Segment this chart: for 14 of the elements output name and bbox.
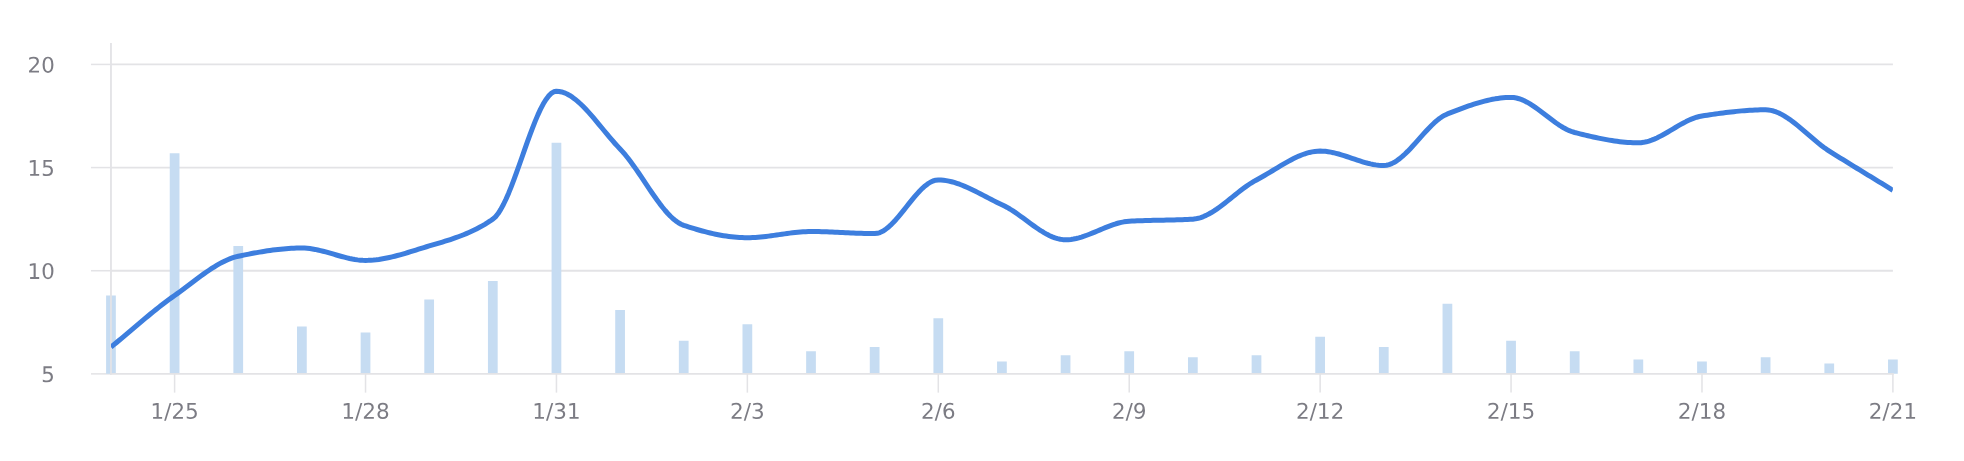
x-tick-label: 2/18 <box>1679 402 1725 421</box>
y-tick-label: 5 <box>42 366 53 383</box>
y-tick-label: 20 <box>29 56 54 73</box>
y-tick-label: 10 <box>29 262 54 280</box>
x-tick-label: 1/25 <box>152 402 197 421</box>
x-tick-label: 2/3 <box>731 402 763 421</box>
x-tick-label: 1/31 <box>534 402 579 421</box>
x-tick-label: 2/6 <box>922 402 955 421</box>
x-tick-label: 2/21 <box>1870 402 1916 421</box>
x-tick-label: 2/15 <box>1488 402 1534 421</box>
y-tick-label: 15 <box>29 160 53 177</box>
x-tick-label: 2/9 <box>1113 402 1146 421</box>
x-tick-label: 1/28 <box>343 402 389 421</box>
x-tick-label: 2/12 <box>1297 402 1343 421</box>
